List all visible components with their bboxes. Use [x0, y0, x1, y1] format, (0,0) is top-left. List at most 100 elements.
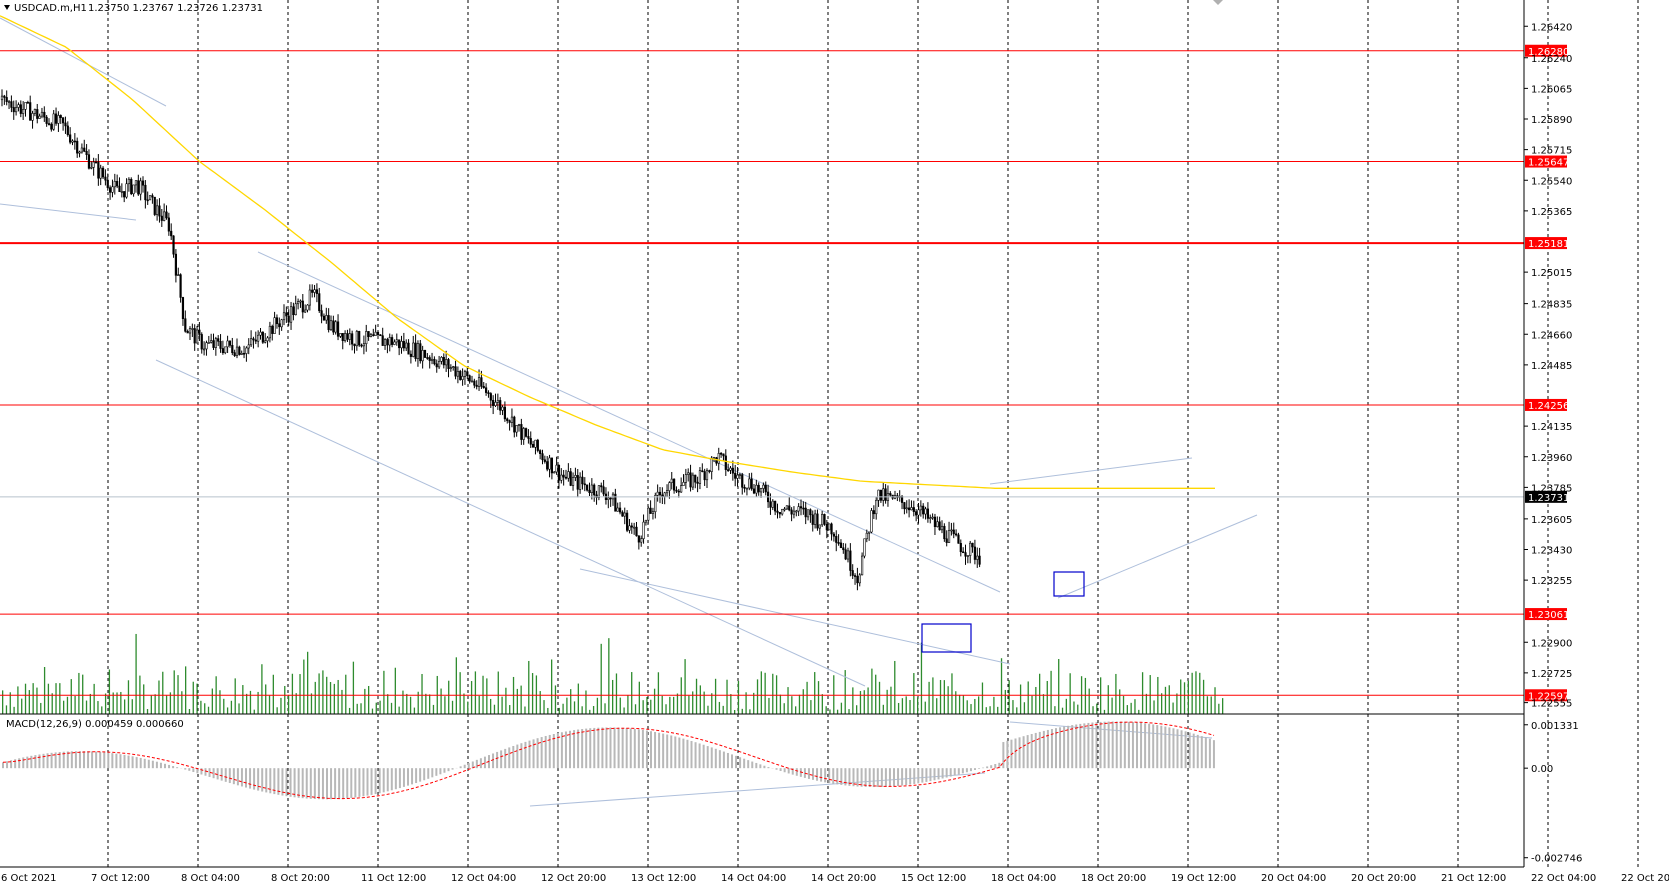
macd-histogram-bar: [783, 768, 786, 773]
candle-body: [296, 301, 300, 305]
candle-body: [334, 321, 337, 333]
price-tick-label: 1.23605: [1531, 515, 1572, 526]
price-tick-label: 1.25890: [1531, 115, 1572, 126]
volume-bar: [528, 660, 530, 714]
candle-body: [289, 306, 293, 323]
volume-bar: [562, 703, 564, 714]
volume-bar: [104, 693, 107, 714]
macd-histogram-bar: [236, 768, 239, 786]
macd-histogram-bar: [232, 768, 235, 785]
volume-bar: [1054, 706, 1056, 714]
macd-histogram-bar: [617, 727, 620, 769]
candle-body: [969, 542, 972, 556]
macd-histogram-bar: [74, 751, 77, 769]
candle-body: [186, 331, 189, 334]
volume-bar: [398, 706, 400, 714]
candle-body: [806, 509, 810, 518]
macd-histogram-bar: [654, 731, 657, 769]
candle-body: [759, 488, 763, 493]
candle-body: [40, 111, 44, 117]
volume-bar: [756, 679, 759, 714]
candle-body: [210, 340, 213, 343]
candle-body: [680, 485, 683, 493]
chart-menu-arrow-icon[interactable]: [4, 5, 10, 10]
macd-histogram-bar: [447, 768, 450, 772]
macd-histogram-bar: [1200, 736, 1203, 769]
volume-bar: [97, 701, 99, 714]
volume-bar: [1027, 681, 1029, 714]
candle-body: [696, 481, 699, 484]
candle-body: [54, 113, 58, 124]
volume-bar: [974, 698, 976, 714]
candle-body: [254, 339, 257, 342]
candle-body: [235, 346, 239, 356]
volume-bar: [345, 674, 347, 714]
volume-bar: [1214, 687, 1216, 714]
time-tick-label: 22 Oct 20:00: [1621, 873, 1669, 884]
volume-bar: [314, 681, 316, 714]
macd-histogram-bar: [1063, 726, 1066, 769]
volume-bar: [993, 696, 995, 714]
candle-body: [832, 533, 835, 537]
volume-bar: [394, 667, 396, 714]
highlight-box: [1053, 571, 1085, 597]
candle-body: [247, 344, 250, 349]
volume-bar: [28, 690, 30, 714]
macd-histogram-bar: [1156, 725, 1159, 769]
volume-bar: [1145, 693, 1148, 714]
macd-histogram-bar: [917, 768, 920, 784]
candle-body: [677, 490, 680, 493]
time-tick-label: 19 Oct 12:00: [1171, 873, 1236, 884]
macd-histogram-bar: [1087, 722, 1090, 769]
candle-body: [661, 494, 664, 497]
candle-body: [510, 416, 514, 423]
macd-histogram-bar: [297, 768, 300, 798]
volume-bar: [1042, 694, 1045, 714]
volume-bar: [676, 693, 679, 714]
macd-histogram-bar: [1006, 740, 1009, 769]
macd-histogram-bar: [46, 753, 49, 769]
candle-body: [423, 350, 427, 358]
candle-body: [698, 470, 702, 484]
macd-histogram-bar: [836, 768, 839, 785]
candle-body: [374, 331, 377, 336]
volume-bar: [1012, 700, 1014, 714]
candle-body: [614, 493, 617, 512]
volume-bar: [1092, 706, 1094, 714]
volume-bar: [505, 687, 507, 714]
candle-body: [195, 329, 199, 344]
candle-body: [205, 342, 208, 350]
macd-histogram-bar: [520, 743, 523, 769]
candle-body: [97, 161, 100, 179]
candle-body: [313, 289, 316, 293]
volume-bar: [43, 667, 46, 714]
volume-bar: [768, 697, 770, 714]
candle-body: [769, 501, 772, 508]
macd-histogram-bar: [763, 765, 766, 769]
chart-shift-marker-icon[interactable]: [1213, 0, 1223, 5]
macd-histogram-bar: [245, 768, 247, 788]
volume-bar: [1191, 672, 1193, 714]
macd-histogram-bar: [957, 768, 960, 775]
price-tick-label: 1.23430: [1531, 546, 1572, 557]
candle-body: [625, 512, 629, 531]
candles: [0, 89, 981, 591]
macd-histogram-bar: [735, 755, 738, 769]
candle-body: [513, 416, 516, 433]
macd-histogram-bar: [6, 761, 9, 769]
price-axis: 1.26420 1.26240 1.26065 1.25890 1.25715 1.255…: [1524, 22, 1572, 710]
macd-histogram-bar: [816, 768, 819, 781]
macd-histogram-bar: [540, 737, 543, 769]
candle-body: [637, 535, 640, 543]
candle-body: [811, 514, 814, 525]
candle-body: [654, 495, 657, 513]
candle-body: [933, 516, 937, 527]
macd-histogram-bar: [1212, 740, 1215, 769]
macd-histogram-bar: [483, 756, 486, 769]
candle-body: [318, 293, 321, 311]
volume-bar: [718, 701, 721, 714]
macd-histogram-bar: [115, 753, 118, 769]
candle-body: [120, 191, 123, 193]
